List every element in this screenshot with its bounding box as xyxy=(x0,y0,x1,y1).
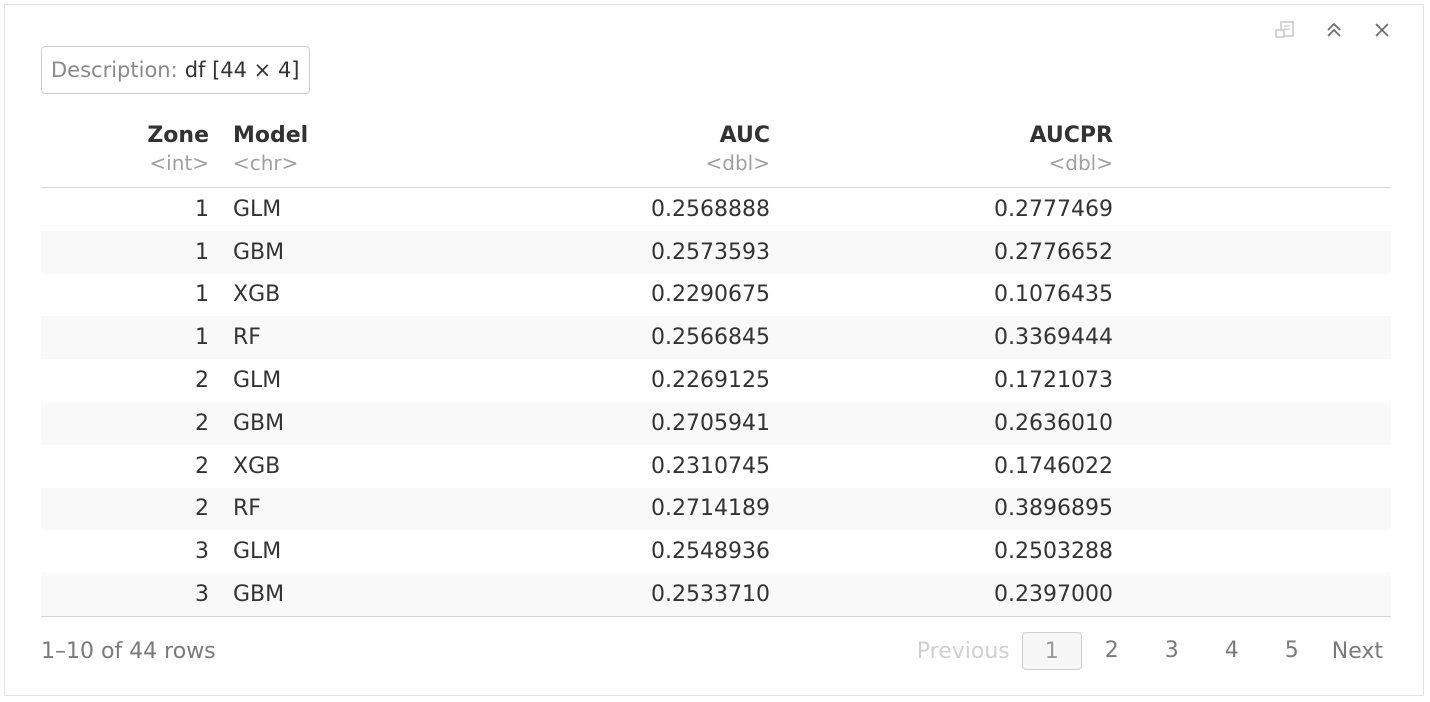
description-label: Description: xyxy=(51,58,178,82)
cell-spacer xyxy=(1113,487,1391,531)
cell-model: GBM xyxy=(209,230,409,274)
cell-zone: 2 xyxy=(195,453,209,479)
table-row: 1 RF 0.2566845 0.3369444 xyxy=(41,316,1391,360)
panel-toolbar xyxy=(1275,19,1393,41)
cell-aucpr: 0.3896895 xyxy=(770,487,1113,531)
cell-model: RF xyxy=(209,316,409,360)
description-box: Description: df [44 × 4] xyxy=(41,46,310,94)
export-button[interactable] xyxy=(1275,19,1297,41)
table-body: 1 GLM 0.2568888 0.2777469 1 GBM 0.2573593 0.277… xyxy=(41,188,1391,617)
table-row: 1 XGB 0.2290675 0.1076435 xyxy=(41,274,1391,317)
export-icon xyxy=(1275,21,1294,38)
previous-button[interactable]: Previous xyxy=(916,638,1010,664)
cell-auc: 0.2269125 xyxy=(651,368,770,394)
column-name: AUC xyxy=(719,123,770,148)
description-value: df [44 × 4] xyxy=(184,58,300,82)
cell-spacer xyxy=(1113,445,1391,488)
cell-spacer xyxy=(1113,230,1391,274)
cell-model: GBM xyxy=(209,401,409,445)
pagination: Previous 1 2 3 4 5 Next xyxy=(917,632,1391,670)
table-row: 1 GBM 0.2573593 0.2776652 xyxy=(41,230,1391,274)
cell-spacer xyxy=(1113,573,1391,617)
column-header-model[interactable]: Model <chr> xyxy=(209,115,409,188)
cell-aucpr: 0.2397000 xyxy=(770,573,1113,617)
column-header-aucpr[interactable]: AUCPR <dbl> xyxy=(770,115,1113,188)
cell-aucpr: 0.2503288 xyxy=(994,539,1113,565)
table-footer: 1–10 of 44 rows Previous 1 2 3 4 5 Next xyxy=(41,631,1391,671)
cell-spacer xyxy=(1113,188,1391,231)
cell-zone: 1 xyxy=(195,282,209,308)
cell-zone: 1 xyxy=(41,230,209,274)
cell-spacer xyxy=(1113,401,1391,445)
cell-model: RF xyxy=(209,487,409,531)
cell-aucpr: 0.3369444 xyxy=(770,316,1113,360)
cell-zone: 2 xyxy=(41,401,209,445)
page-button-2[interactable]: 2 xyxy=(1104,638,1119,663)
table-row: 3 GBM 0.2533710 0.2397000 xyxy=(41,573,1391,617)
cell-zone: 1 xyxy=(41,316,209,360)
cell-model: XGB xyxy=(233,453,281,479)
column-type: <dbl> xyxy=(705,151,770,175)
cell-aucpr: 0.2777469 xyxy=(994,196,1113,222)
data-table: Zone <int> Model <chr> AUC <dbl> AUCPR <… xyxy=(41,115,1391,617)
table-header-row: Zone <int> Model <chr> AUC <dbl> AUCPR <… xyxy=(41,115,1391,188)
column-name: Zone xyxy=(147,123,209,148)
table-row: 1 GLM 0.2568888 0.2777469 xyxy=(41,188,1391,231)
table-row: 3 GLM 0.2548936 0.2503288 xyxy=(41,530,1391,573)
cell-auc: 0.2310745 xyxy=(651,453,770,479)
column-type: <int> xyxy=(149,151,209,175)
cell-zone: 2 xyxy=(195,368,209,394)
cell-zone: 1 xyxy=(195,196,209,222)
cell-aucpr: 0.1076435 xyxy=(994,282,1113,308)
collapse-button[interactable] xyxy=(1323,19,1345,41)
column-type: <dbl> xyxy=(1048,151,1113,175)
cell-spacer xyxy=(1113,359,1391,402)
cell-zone: 3 xyxy=(195,539,209,565)
row-count-info: 1–10 of 44 rows xyxy=(41,638,216,664)
column-type: <chr> xyxy=(233,151,299,175)
column-name: Model xyxy=(233,123,309,148)
cell-auc: 0.2566845 xyxy=(409,316,770,360)
cell-auc: 0.2533710 xyxy=(409,573,770,617)
cell-zone: 2 xyxy=(41,487,209,531)
column-header-auc[interactable]: AUC <dbl> xyxy=(409,115,770,188)
data-table-container: Zone <int> Model <chr> AUC <dbl> AUCPR <… xyxy=(41,115,1391,617)
cell-model: XGB xyxy=(233,282,281,308)
close-button[interactable] xyxy=(1371,19,1393,41)
cell-aucpr: 0.2776652 xyxy=(770,230,1113,274)
close-icon xyxy=(1375,23,1389,37)
cell-auc: 0.2573593 xyxy=(409,230,770,274)
cell-model: GLM xyxy=(233,539,282,565)
cell-aucpr: 0.2636010 xyxy=(770,401,1113,445)
cell-zone: 3 xyxy=(41,573,209,617)
table-row: 2 GBM 0.2705941 0.2636010 xyxy=(41,401,1391,445)
cell-auc: 0.2548936 xyxy=(651,539,770,565)
cell-spacer xyxy=(1113,316,1391,360)
cell-model: GLM xyxy=(233,196,282,222)
table-row: 2 XGB 0.2310745 0.1746022 xyxy=(41,445,1391,488)
cell-spacer xyxy=(1113,274,1391,317)
cell-auc: 0.2705941 xyxy=(409,401,770,445)
cell-auc: 0.2714189 xyxy=(409,487,770,531)
cell-aucpr: 0.1721073 xyxy=(994,368,1113,394)
page-button-5[interactable]: 5 xyxy=(1284,638,1299,663)
table-row: 2 GLM 0.2269125 0.1721073 xyxy=(41,359,1391,402)
table-row: 2 RF 0.2714189 0.3896895 xyxy=(41,487,1391,531)
column-header-zone[interactable]: Zone <int> xyxy=(41,115,209,188)
data-viewer-panel: Description: df [44 × 4] Zone <int> Mode xyxy=(4,4,1424,696)
cell-aucpr: 0.1746022 xyxy=(994,453,1113,479)
next-button[interactable]: Next xyxy=(1331,638,1383,664)
page-button-1[interactable]: 1 xyxy=(1021,632,1082,670)
cell-model: GBM xyxy=(209,573,409,617)
column-header-spacer xyxy=(1113,115,1391,188)
cell-auc: 0.2290675 xyxy=(651,282,770,308)
page-button-4[interactable]: 4 xyxy=(1224,638,1239,663)
page-button-3[interactable]: 3 xyxy=(1164,638,1179,663)
cell-spacer xyxy=(1113,530,1391,573)
column-name: AUCPR xyxy=(1029,123,1113,148)
collapse-icon xyxy=(1327,22,1341,37)
cell-model: GLM xyxy=(233,368,282,394)
cell-auc: 0.2568888 xyxy=(651,196,770,222)
